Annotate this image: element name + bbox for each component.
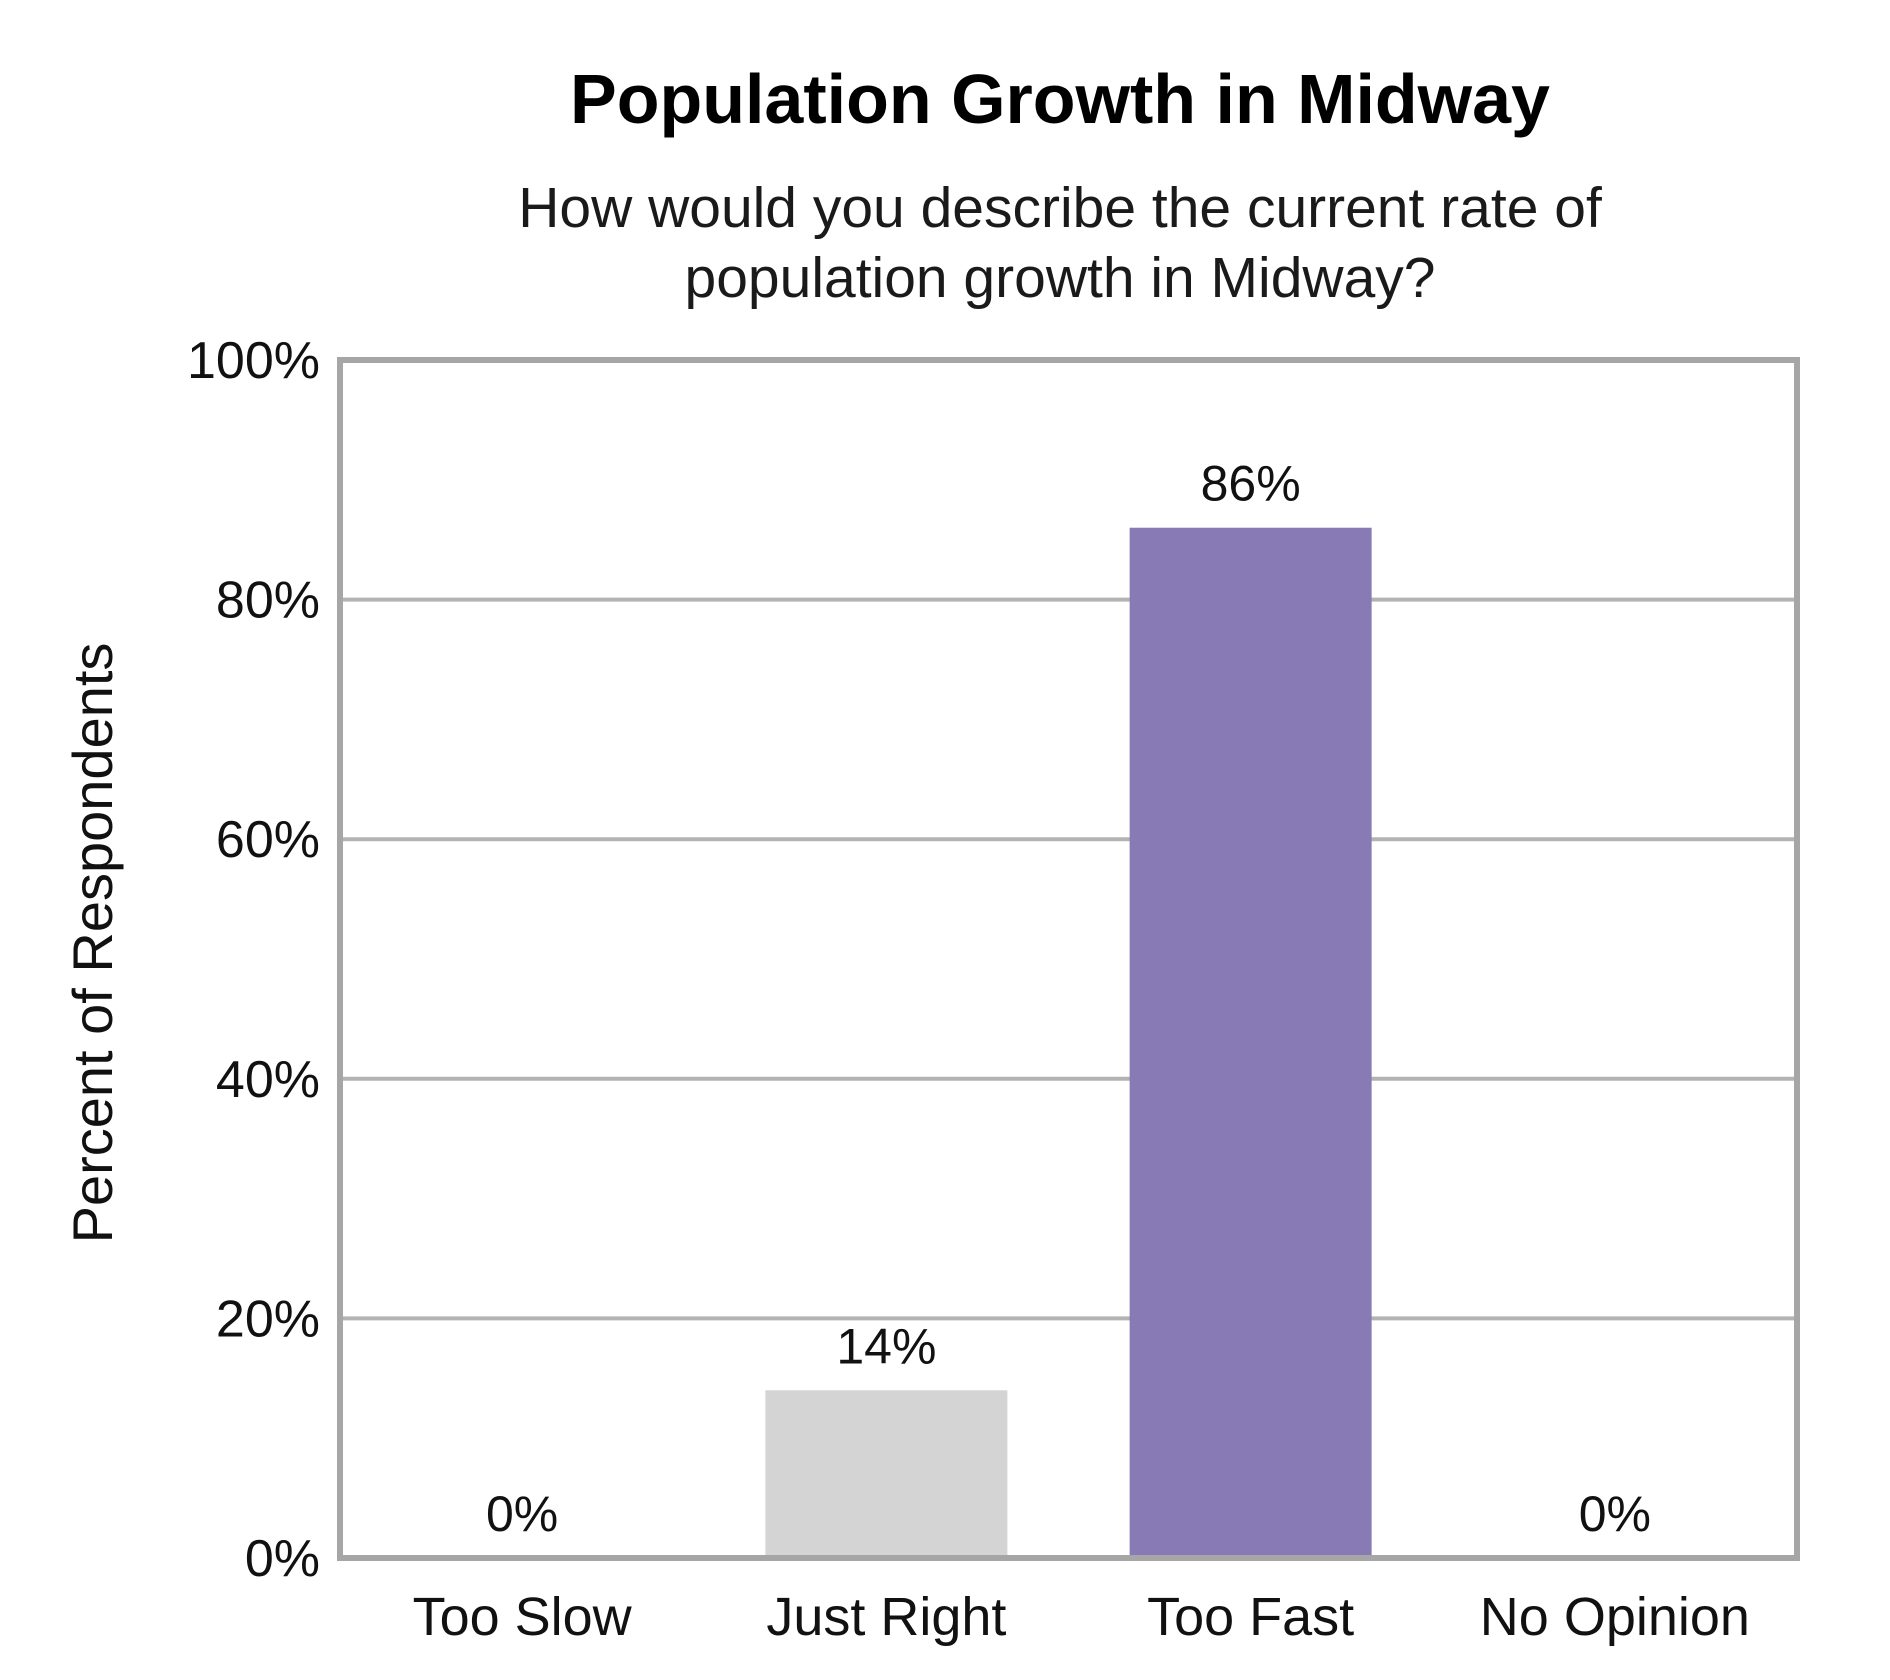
chart-subtitle-line-2: population growth in Midway?	[685, 246, 1436, 310]
y-tick-label: 0%	[245, 1530, 320, 1588]
bar-just-right	[765, 1390, 1008, 1558]
y-axis-label: Percent of Respondents	[61, 643, 124, 1244]
x-category-labels: Too Slow Just Right Too Fast No Opinion	[413, 1587, 1750, 1647]
data-label: 86%	[1201, 456, 1301, 512]
data-label: 0%	[1579, 1486, 1651, 1542]
y-tick-labels: 0% 20% 40% 60% 80% 100%	[187, 332, 320, 1588]
plot-frame	[337, 357, 1800, 1561]
gridlines	[340, 597, 1797, 1321]
y-tick-label: 40%	[216, 1051, 320, 1109]
x-category-label: Too Slow	[413, 1587, 633, 1647]
x-category-label: No Opinion	[1480, 1587, 1750, 1647]
y-tick-label: 60%	[216, 811, 320, 869]
y-tick-label: 80%	[216, 572, 320, 630]
x-category-label: Too Fast	[1147, 1587, 1354, 1647]
data-labels: 0% 14% 86% 0%	[486, 456, 1651, 1542]
y-tick-label: 20%	[216, 1290, 320, 1348]
chart-subtitle-line-1: How would you describe the current rate …	[518, 176, 1602, 240]
bar-too-fast	[1129, 527, 1372, 1558]
x-category-label: Just Right	[766, 1587, 1006, 1647]
data-label: 0%	[486, 1486, 558, 1542]
data-label: 14%	[836, 1318, 936, 1374]
y-tick-label: 100%	[187, 332, 320, 390]
chart-title: Population Growth in Midway	[570, 60, 1550, 138]
bars	[765, 527, 1372, 1558]
